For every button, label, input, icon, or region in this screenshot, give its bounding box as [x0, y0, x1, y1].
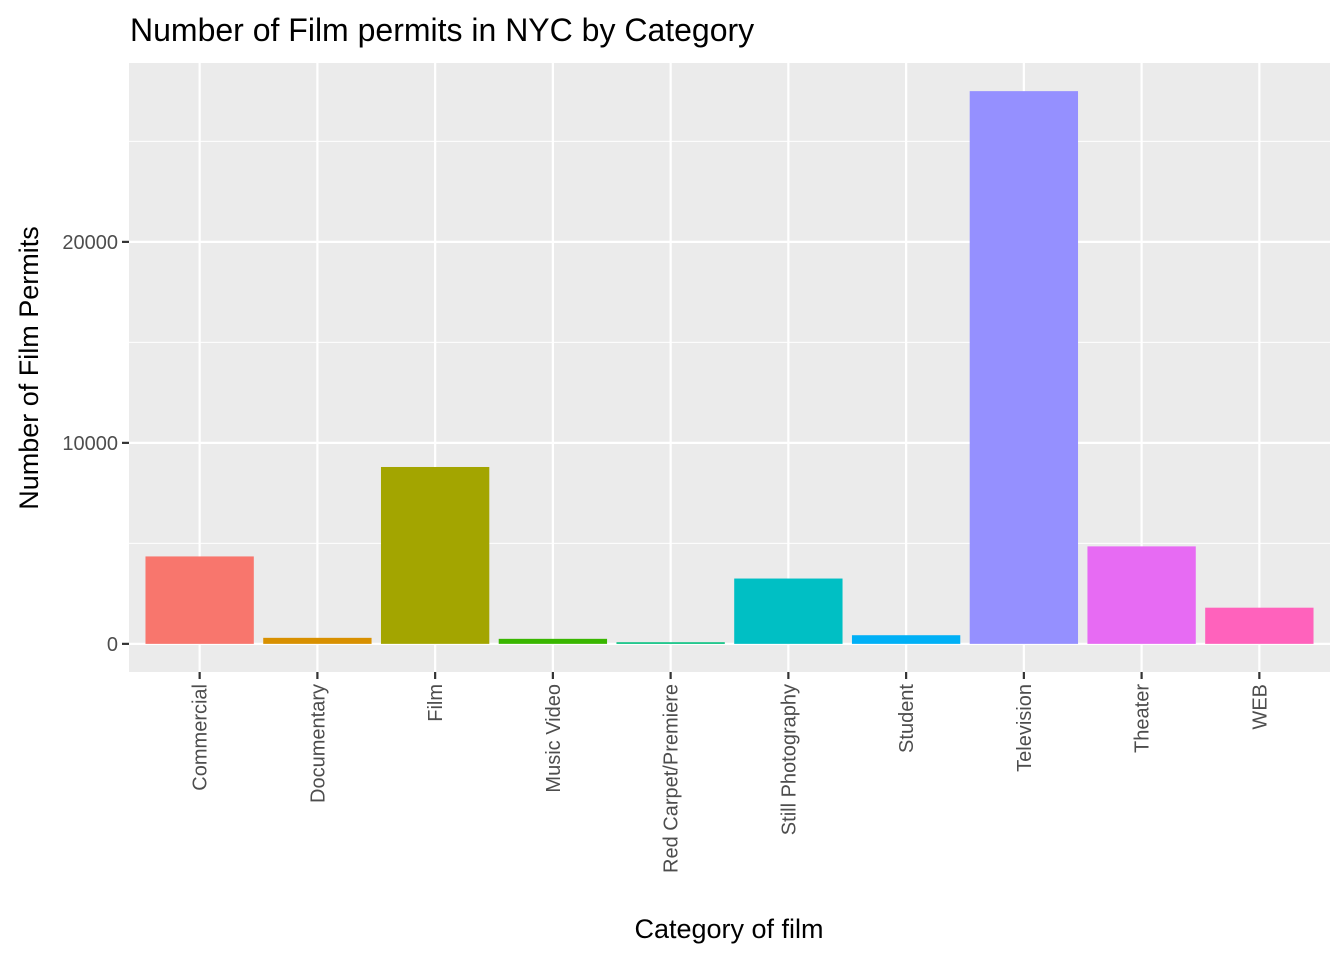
x-tick-label: Documentary — [307, 684, 329, 803]
bars — [145, 91, 1314, 644]
x-tick-label: Commercial — [190, 684, 212, 791]
bar-film — [380, 466, 490, 644]
chart-title: Number of Film permits in NYC by Categor… — [130, 12, 754, 48]
x-tick-label: Television — [1014, 684, 1036, 772]
bar-documentary — [263, 637, 372, 644]
bar-theater — [1087, 546, 1196, 644]
x-tick-label: WEB — [1249, 684, 1271, 730]
bar-television — [969, 91, 1079, 644]
y-tick-label: 20000 — [62, 232, 118, 254]
bar-still-photography — [734, 578, 843, 644]
bar-music-video — [498, 638, 608, 644]
axes: 0 10000 20000 Commercial Documentary Film Musi… — [62, 232, 1271, 873]
x-tick-label: Student — [896, 684, 918, 753]
x-tick-label: Still Photography — [778, 684, 800, 835]
bar-web — [1205, 607, 1314, 644]
x-tick-label: Theater — [1132, 684, 1154, 753]
x-tick-label: Red Carpet/Premiere — [661, 684, 683, 873]
x-tick-label: Film — [425, 684, 447, 722]
x-tick-label: Music Video — [543, 684, 565, 793]
y-axis-title: Number of Film Permits — [14, 226, 44, 510]
bar-commercial — [145, 556, 254, 644]
bar-red-carpet-premiere — [616, 642, 725, 644]
y-tick-label: 0 — [107, 634, 118, 656]
x-axis-title: Category of film — [634, 914, 823, 944]
bar-student — [851, 635, 961, 644]
y-tick-label: 10000 — [62, 433, 118, 455]
